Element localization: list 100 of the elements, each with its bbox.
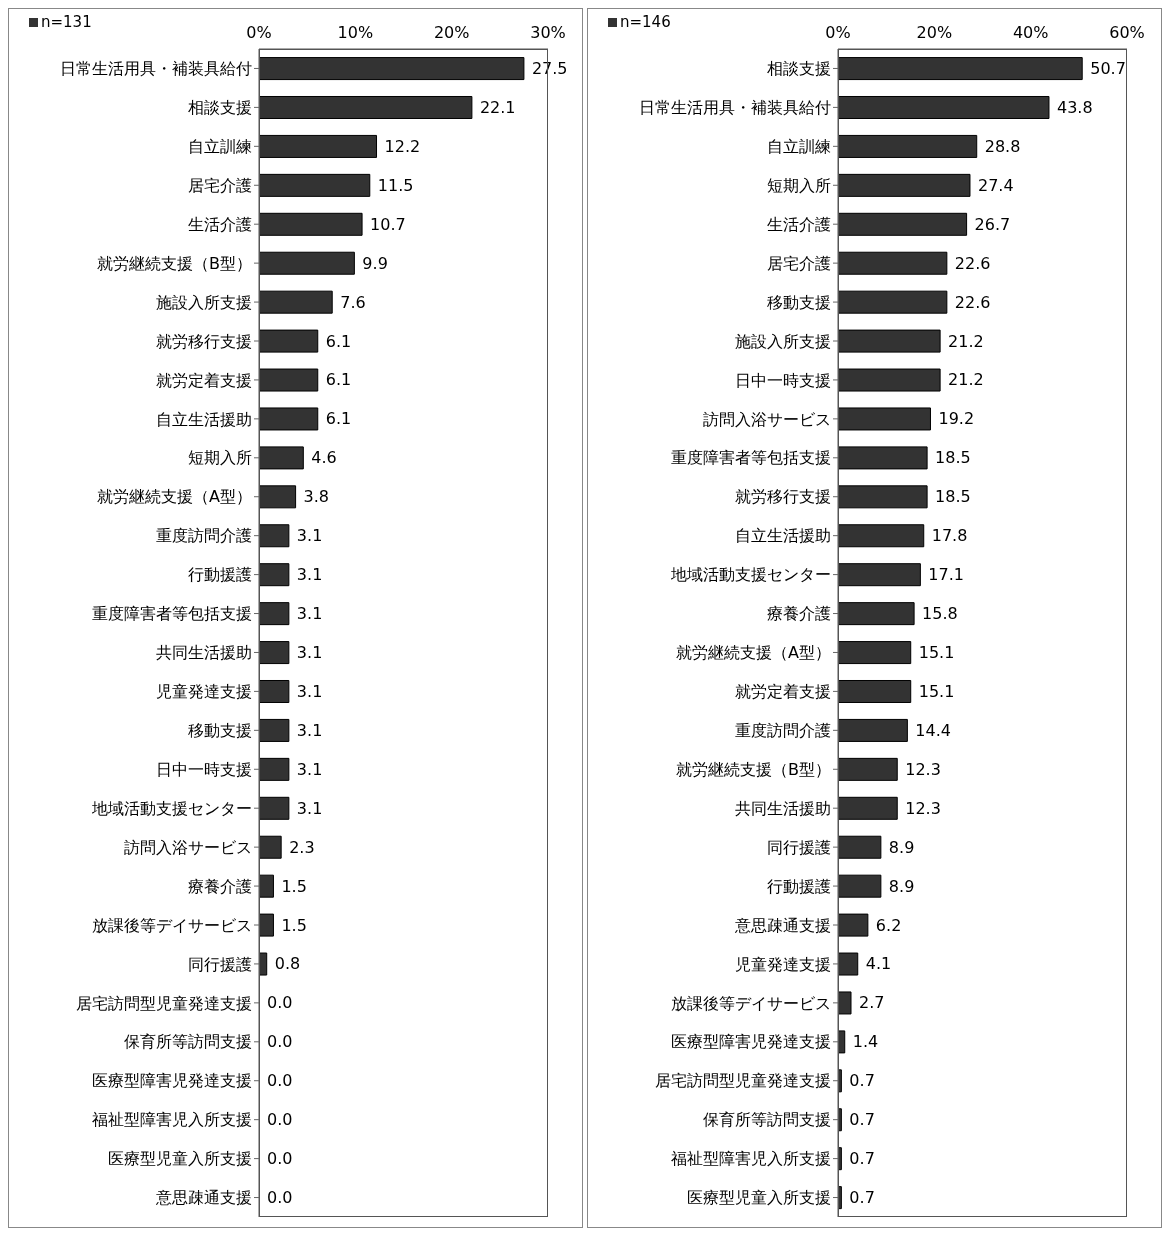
data-label: 7.6 <box>340 292 366 312</box>
y-tick-label: 保育所等訪問支援 <box>124 1032 252 1052</box>
data-label: 0.0 <box>267 1110 293 1130</box>
bar <box>259 329 319 353</box>
data-label: 4.1 <box>865 954 892 974</box>
bar <box>838 913 869 937</box>
data-label: 12.3 <box>905 759 941 779</box>
data-label: 3.1 <box>296 681 323 701</box>
y-tick-label: 就労継続支援（B型） <box>676 759 831 779</box>
data-label: 27.4 <box>977 175 1014 195</box>
data-label: 1.5 <box>281 915 307 935</box>
y-tick-label: 施設入所支援 <box>735 331 831 351</box>
y-tick-label: 行動援護 <box>767 876 831 896</box>
y-tick-label: 生活介護 <box>188 214 252 234</box>
data-label: 22.6 <box>954 253 991 273</box>
y-tick-label: 短期入所 <box>188 448 252 468</box>
data-label: 3.1 <box>296 642 323 662</box>
bar <box>838 446 928 470</box>
bar <box>259 485 297 509</box>
y-tick-label: 自立訓練 <box>188 137 252 157</box>
data-label: 3.1 <box>296 565 323 585</box>
y-tick-label: 相談支援 <box>767 59 831 79</box>
y-tick-label: 生活介護 <box>767 214 831 234</box>
data-label: 15.1 <box>918 681 955 701</box>
data-label: 10.7 <box>370 214 406 234</box>
data-label: 0.7 <box>849 1188 875 1208</box>
data-label: 19.2 <box>938 409 975 429</box>
data-label: 6.1 <box>325 370 352 390</box>
y-tick-label: 保育所等訪問支援 <box>703 1110 831 1130</box>
y-tick-label: 共同生活援助 <box>156 643 252 663</box>
bar <box>838 407 931 431</box>
bar <box>838 796 898 820</box>
data-label: 0.0 <box>267 993 293 1013</box>
x-tick-label: 0% <box>246 23 272 42</box>
bar <box>259 757 290 781</box>
bar <box>838 874 882 898</box>
data-label: 1.4 <box>852 1032 879 1052</box>
y-tick-label: 居宅訪問型児童発達支援 <box>76 993 252 1013</box>
legend-label: n=146 <box>620 13 671 31</box>
y-tick-label: 就労定着支援 <box>735 682 831 702</box>
y-tick-label: 日中一時支援 <box>735 370 831 390</box>
bar <box>259 407 319 431</box>
bar <box>838 602 915 626</box>
data-label: 15.1 <box>918 642 955 662</box>
bar <box>838 173 971 197</box>
bar <box>838 57 1083 81</box>
data-label: 2.7 <box>859 993 885 1013</box>
y-tick-label: 就労移行支援 <box>156 331 252 351</box>
bar <box>838 290 948 314</box>
y-tick-label: 自立生活援助 <box>156 409 252 429</box>
data-label: 3.1 <box>296 798 323 818</box>
data-label: 6.1 <box>325 331 352 351</box>
y-tick-label: 自立生活援助 <box>735 526 831 546</box>
y-tick-label: 就労継続支援（A型） <box>676 643 831 663</box>
data-label: 21.2 <box>948 331 984 351</box>
bar <box>838 680 912 703</box>
data-label: 15.8 <box>922 604 958 624</box>
data-label: 22.1 <box>479 97 516 117</box>
bar <box>838 485 928 509</box>
y-tick-label: 療養介護 <box>188 876 252 896</box>
bar <box>259 446 304 470</box>
bar <box>838 251 948 275</box>
x-tick-label: 10% <box>337 23 374 42</box>
data-label: 28.8 <box>984 136 1021 156</box>
y-tick-label: 児童発達支援 <box>735 954 831 974</box>
y-tick-label: 短期入所 <box>767 175 831 195</box>
data-label: 6.2 <box>875 915 902 935</box>
bar <box>259 251 355 275</box>
bar <box>259 96 473 119</box>
bar <box>838 329 941 353</box>
data-label: 1.5 <box>281 876 307 896</box>
bar <box>838 96 1050 119</box>
y-tick-label: 意思疎通支援 <box>734 915 831 935</box>
y-tick-label: 地域活動支援センター <box>91 798 252 818</box>
data-label: 12.2 <box>384 136 421 156</box>
y-tick-label: 移動支援 <box>767 292 831 312</box>
y-tick-label: 訪問入浴サービス <box>703 409 831 429</box>
bar <box>259 563 290 587</box>
data-label: 50.7 <box>1090 58 1126 78</box>
x-tick-label: 0% <box>825 23 851 42</box>
y-tick-label: 訪問入浴サービス <box>124 837 252 857</box>
data-label: 4.6 <box>311 448 337 468</box>
bar <box>259 718 290 742</box>
y-tick-label: 医療型障害児発達支援 <box>92 1071 252 1091</box>
data-label: 3.1 <box>296 526 323 546</box>
x-tick-label: 30% <box>530 23 566 42</box>
y-tick-label: 就労定着支援 <box>156 370 252 390</box>
y-tick-label: 同行援護 <box>767 837 831 857</box>
y-tick-label: 行動援護 <box>188 565 252 585</box>
y-tick-label: 地域活動支援センター <box>670 565 831 585</box>
data-label: 0.0 <box>267 1149 293 1169</box>
y-tick-label: 移動支援 <box>188 721 252 741</box>
bar <box>259 680 290 703</box>
bar <box>259 796 290 820</box>
data-label: 12.3 <box>905 798 941 818</box>
y-tick-label: 施設入所支援 <box>156 292 252 312</box>
bar <box>259 913 274 937</box>
y-tick-label: 日中一時支援 <box>156 759 252 779</box>
bar <box>838 563 921 587</box>
data-label: 18.5 <box>935 448 971 468</box>
